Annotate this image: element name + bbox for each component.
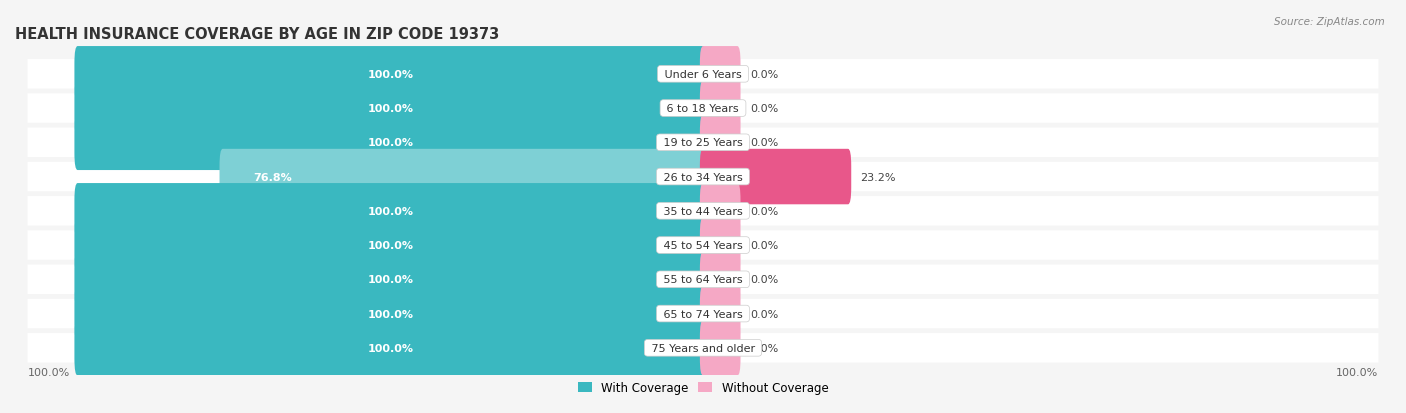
FancyBboxPatch shape (75, 252, 706, 307)
Text: 6 to 18 Years: 6 to 18 Years (664, 104, 742, 114)
Text: 100.0%: 100.0% (367, 138, 413, 148)
FancyBboxPatch shape (700, 286, 741, 342)
Text: 75 Years and older: 75 Years and older (648, 343, 758, 353)
Text: 100.0%: 100.0% (367, 240, 413, 250)
FancyBboxPatch shape (28, 197, 1378, 226)
Text: 0.0%: 0.0% (749, 240, 778, 250)
Text: 100.0%: 100.0% (367, 104, 413, 114)
Text: 35 to 44 Years: 35 to 44 Years (659, 206, 747, 216)
FancyBboxPatch shape (28, 231, 1378, 260)
FancyBboxPatch shape (75, 218, 706, 273)
Text: 23.2%: 23.2% (860, 172, 896, 182)
Text: 100.0%: 100.0% (1336, 368, 1378, 377)
Text: 100.0%: 100.0% (367, 343, 413, 353)
Text: 100.0%: 100.0% (28, 368, 70, 377)
FancyBboxPatch shape (700, 218, 741, 273)
Text: 45 to 54 Years: 45 to 54 Years (659, 240, 747, 250)
Text: HEALTH INSURANCE COVERAGE BY AGE IN ZIP CODE 19373: HEALTH INSURANCE COVERAGE BY AGE IN ZIP … (15, 27, 499, 42)
FancyBboxPatch shape (28, 333, 1378, 363)
FancyBboxPatch shape (75, 115, 706, 171)
FancyBboxPatch shape (28, 94, 1378, 123)
FancyBboxPatch shape (219, 150, 706, 205)
Text: 0.0%: 0.0% (749, 138, 778, 148)
FancyBboxPatch shape (700, 150, 851, 205)
FancyBboxPatch shape (700, 320, 741, 376)
FancyBboxPatch shape (28, 128, 1378, 158)
Text: 55 to 64 Years: 55 to 64 Years (659, 275, 747, 285)
Text: Source: ZipAtlas.com: Source: ZipAtlas.com (1274, 17, 1385, 26)
Legend: With Coverage, Without Coverage: With Coverage, Without Coverage (572, 377, 834, 399)
FancyBboxPatch shape (700, 47, 741, 102)
Text: 19 to 25 Years: 19 to 25 Years (659, 138, 747, 148)
FancyBboxPatch shape (700, 252, 741, 307)
FancyBboxPatch shape (700, 115, 741, 171)
FancyBboxPatch shape (28, 60, 1378, 89)
FancyBboxPatch shape (75, 184, 706, 239)
Text: 0.0%: 0.0% (749, 206, 778, 216)
Text: 0.0%: 0.0% (749, 70, 778, 80)
Text: 100.0%: 100.0% (367, 309, 413, 319)
FancyBboxPatch shape (75, 286, 706, 342)
Text: 26 to 34 Years: 26 to 34 Years (659, 172, 747, 182)
Text: 0.0%: 0.0% (749, 309, 778, 319)
FancyBboxPatch shape (75, 320, 706, 376)
Text: 76.8%: 76.8% (253, 172, 292, 182)
Text: 100.0%: 100.0% (367, 275, 413, 285)
FancyBboxPatch shape (700, 184, 741, 239)
FancyBboxPatch shape (75, 47, 706, 102)
FancyBboxPatch shape (28, 162, 1378, 192)
FancyBboxPatch shape (75, 81, 706, 136)
Text: 100.0%: 100.0% (367, 206, 413, 216)
FancyBboxPatch shape (28, 265, 1378, 294)
Text: 100.0%: 100.0% (367, 70, 413, 80)
Text: 65 to 74 Years: 65 to 74 Years (659, 309, 747, 319)
Text: 0.0%: 0.0% (749, 275, 778, 285)
Text: 0.0%: 0.0% (749, 343, 778, 353)
FancyBboxPatch shape (700, 81, 741, 136)
FancyBboxPatch shape (28, 299, 1378, 328)
Text: Under 6 Years: Under 6 Years (661, 70, 745, 80)
Text: 0.0%: 0.0% (749, 104, 778, 114)
